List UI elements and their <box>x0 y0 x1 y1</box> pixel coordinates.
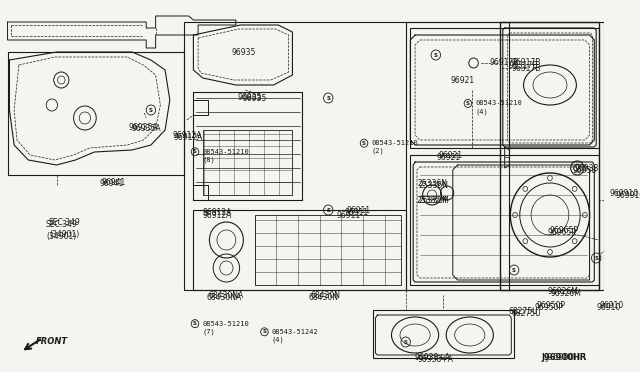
Text: 969910: 969910 <box>610 189 639 198</box>
Text: 96965P: 96965P <box>548 228 577 237</box>
Text: 96912A: 96912A <box>172 131 202 140</box>
Text: S: S <box>326 208 330 212</box>
Text: 96935: 96935 <box>243 93 267 103</box>
Text: 969910: 969910 <box>616 190 640 199</box>
Text: 96912A: 96912A <box>174 132 204 141</box>
Text: 25336N: 25336N <box>417 179 447 187</box>
Text: 08543-51210: 08543-51210 <box>202 149 250 155</box>
Text: (2): (2) <box>372 148 385 154</box>
Text: 96317B: 96317B <box>509 61 538 70</box>
Text: 25336N: 25336N <box>419 180 449 189</box>
Text: S: S <box>362 141 366 146</box>
Text: (34901): (34901) <box>49 230 79 238</box>
Text: 96950P: 96950P <box>536 301 565 310</box>
Text: S: S <box>594 256 598 260</box>
Text: S: S <box>149 108 153 112</box>
Bar <box>184 22 509 290</box>
Bar <box>410 28 599 148</box>
Text: J96900HR: J96900HR <box>545 353 587 362</box>
Text: 68430NA: 68430NA <box>209 291 244 299</box>
Text: 96912A: 96912A <box>202 208 232 217</box>
Text: 08543-51242: 08543-51242 <box>272 329 319 335</box>
Text: 96911: 96911 <box>337 211 361 219</box>
Text: 96912A: 96912A <box>202 211 232 219</box>
Text: (4): (4) <box>272 337 285 343</box>
Text: S: S <box>262 329 266 334</box>
Text: 96935: 96935 <box>231 48 255 57</box>
Text: 96941: 96941 <box>101 177 125 186</box>
Bar <box>255 215 401 285</box>
Bar <box>500 22 599 290</box>
Text: (8): (8) <box>202 157 215 163</box>
Text: 25332M: 25332M <box>417 196 447 205</box>
Text: 68275U: 68275U <box>509 308 538 317</box>
Text: S: S <box>404 340 408 344</box>
Text: 96917B: 96917B <box>490 58 520 67</box>
Text: 08543-51210: 08543-51210 <box>202 321 250 327</box>
Text: 96926M: 96926M <box>550 289 582 298</box>
Text: 96911: 96911 <box>344 208 369 217</box>
Text: J96900HR: J96900HR <box>541 353 587 362</box>
Text: 68430N: 68430N <box>310 291 340 299</box>
Text: 96317B: 96317B <box>512 64 541 73</box>
Text: 96935A: 96935A <box>131 124 161 132</box>
Text: 96921: 96921 <box>439 151 463 160</box>
Bar <box>410 155 599 285</box>
Text: S: S <box>193 149 197 154</box>
Text: 08543-51210: 08543-51210 <box>372 140 419 146</box>
Text: 96938: 96938 <box>575 164 599 173</box>
Text: 96950P: 96950P <box>534 302 564 311</box>
Text: (4): (4) <box>476 108 488 115</box>
Text: 96926M: 96926M <box>548 286 579 295</box>
Text: 96965P: 96965P <box>550 225 579 234</box>
Text: 96917B: 96917B <box>512 58 541 67</box>
Text: 96910: 96910 <box>596 304 621 312</box>
Text: S: S <box>466 101 470 106</box>
Text: 96921: 96921 <box>450 76 474 84</box>
Bar <box>8 52 184 175</box>
Text: 96938+A: 96938+A <box>418 356 454 365</box>
Text: 68430NA: 68430NA <box>207 292 242 301</box>
Text: SEC.349: SEC.349 <box>45 219 77 228</box>
Text: S: S <box>193 321 197 326</box>
Text: 08543-51210: 08543-51210 <box>476 100 522 106</box>
Text: 96938+A: 96938+A <box>414 353 450 362</box>
Bar <box>372 310 514 358</box>
Bar <box>203 130 292 195</box>
Text: 96935: 96935 <box>238 93 262 102</box>
Text: 68430N: 68430N <box>308 292 339 301</box>
Bar <box>406 22 604 290</box>
Text: (7): (7) <box>202 328 215 335</box>
Text: 68275U: 68275U <box>511 308 541 317</box>
Text: 96911: 96911 <box>346 205 371 215</box>
Text: S: S <box>512 267 516 273</box>
Text: 96938: 96938 <box>573 166 597 174</box>
Text: 96941: 96941 <box>99 179 124 187</box>
Bar <box>193 210 406 290</box>
Text: 96921: 96921 <box>437 153 461 161</box>
Text: 96935A: 96935A <box>129 122 158 131</box>
Text: S: S <box>326 96 330 100</box>
Text: 25332M: 25332M <box>419 196 449 205</box>
Text: FRONT: FRONT <box>36 337 68 346</box>
Text: SEC.349: SEC.349 <box>48 218 80 227</box>
Text: S: S <box>434 52 438 58</box>
Text: 96910: 96910 <box>599 301 623 310</box>
Text: (34901): (34901) <box>46 231 76 241</box>
